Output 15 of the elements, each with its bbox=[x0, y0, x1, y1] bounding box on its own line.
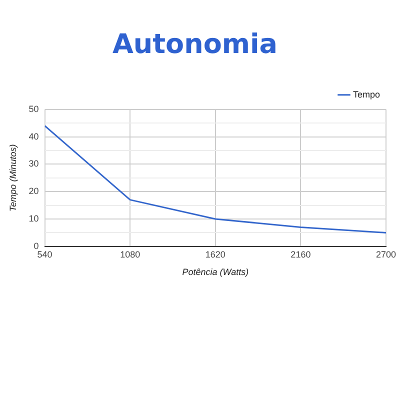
y-tick-label: 50 bbox=[28, 104, 39, 114]
x-tick-label: 2160 bbox=[290, 249, 311, 260]
x-tick-label: 2700 bbox=[376, 249, 396, 260]
y-tick-label: 20 bbox=[28, 186, 39, 196]
x-tick-label: 1620 bbox=[205, 249, 226, 260]
y-axis-title: Tempo (Minutos) bbox=[8, 144, 18, 212]
legend-label: Tempo bbox=[352, 89, 380, 100]
y-tick-label: 30 bbox=[28, 158, 39, 169]
x-tick-label: 1080 bbox=[120, 249, 140, 260]
y-tick-label: 10 bbox=[28, 213, 39, 224]
x-tick-label: 540 bbox=[37, 249, 52, 260]
x-axis-title: Potência (Watts) bbox=[182, 267, 249, 278]
chart-title: Autonomia bbox=[112, 29, 278, 60]
y-tick-label: 0 bbox=[34, 240, 39, 251]
y-tick-label: 40 bbox=[28, 131, 39, 142]
